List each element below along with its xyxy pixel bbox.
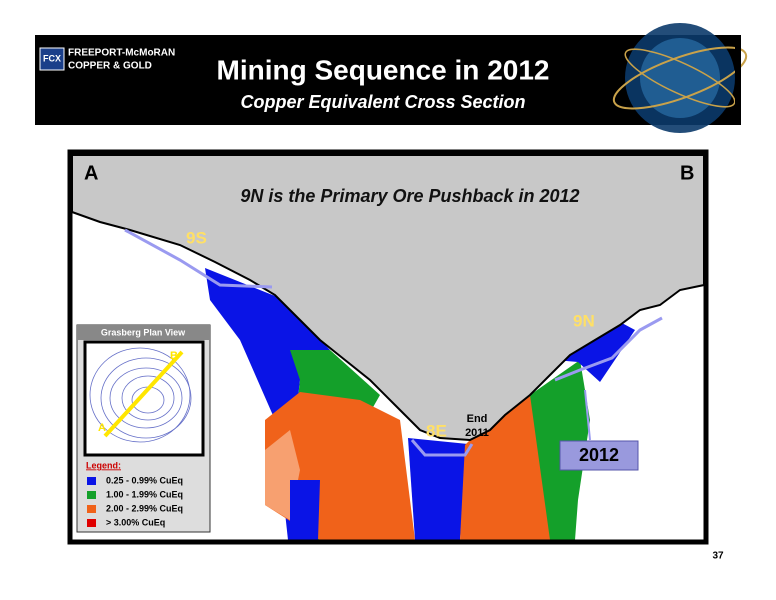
legend-item: 2.00 - 2.99% CuEq (106, 503, 183, 513)
pit-outline (71, 154, 705, 442)
logo-text: FCX (43, 53, 61, 63)
callout-box (559, 440, 639, 471)
section-end: A (84, 162, 98, 184)
inset-end: B (170, 350, 178, 362)
legend-swatch (87, 519, 96, 527)
legend-item: 0.25 - 0.99% CuEq (106, 475, 183, 485)
logo-box (39, 47, 65, 71)
legend-swatch (87, 505, 96, 513)
globe (612, 23, 748, 133)
section-end: B (680, 162, 694, 184)
inset-contours (89, 347, 192, 443)
end-year: 2011 (465, 427, 489, 439)
pushback-label: 9N (573, 311, 595, 330)
pushback-line (124, 228, 663, 457)
pushback-label: 9S (186, 228, 207, 247)
legend-item: > 3.00% CuEq (106, 517, 165, 527)
callout: 2012 (579, 445, 619, 465)
subtitle: Copper Equivalent Cross Section (240, 92, 525, 112)
header-band (35, 35, 741, 125)
inset-end: A (98, 422, 106, 434)
section-frame (67, 149, 709, 545)
inset-title-bar (77, 325, 210, 340)
legend-item: 1.00 - 1.99% CuEq (106, 489, 183, 499)
inset-title: Grasberg Plan View (101, 327, 186, 337)
legend-swatch (87, 491, 96, 499)
pushback-label: 8E (426, 421, 447, 440)
title: Mining Sequence in 2012 (217, 54, 550, 85)
inset-map (83, 340, 205, 457)
headline: 9N is the Primary Ore Pushback in 2012 (240, 186, 579, 206)
legend-swatch (87, 477, 96, 485)
page-number: 37 (712, 551, 724, 562)
inset-section-line (103, 350, 184, 438)
legend-title: Legend: (86, 460, 121, 470)
ore-zones (205, 268, 635, 540)
company-name: FREEPORT-McMoRAN (68, 48, 175, 59)
company-name: COPPER & GOLD (68, 61, 152, 72)
end-label: End (467, 413, 488, 425)
